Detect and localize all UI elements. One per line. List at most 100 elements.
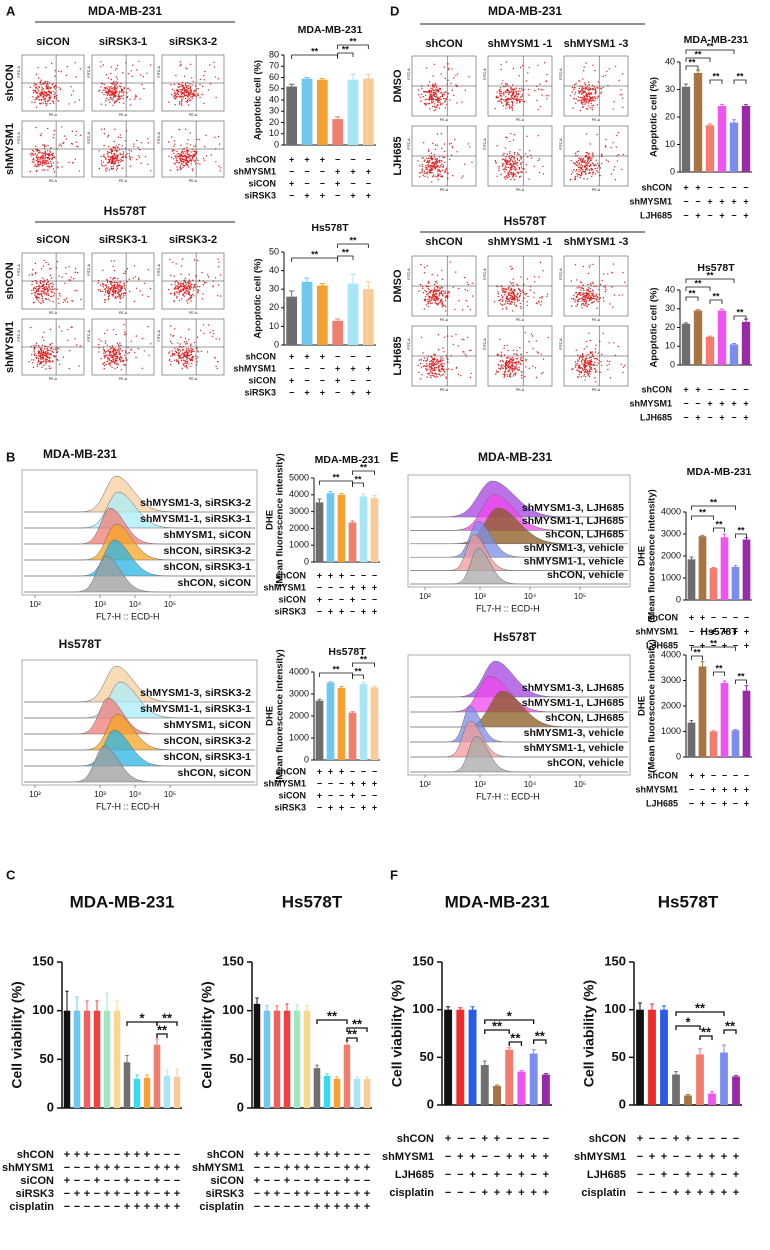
flow-dot [181,354,182,355]
flow-dot [181,94,182,95]
flow-dot [521,157,522,158]
flow-dot [585,299,586,300]
flow-dot [508,367,509,368]
flow-dot [433,369,434,370]
flow-dot [513,368,514,369]
flow-dot [511,96,512,97]
flow-dot [119,92,120,93]
flow-dot [438,362,439,363]
flow-dot [220,274,221,275]
flow-dot [114,277,115,278]
flow-dot [76,146,77,147]
flow-dot [38,288,39,289]
flow-dot [590,288,591,289]
flow-dot [184,76,185,77]
flow-dot [435,99,436,100]
flow-dot [188,350,189,351]
x-axis-label: FL7-H :: ECD-H [476,603,540,613]
flow-dot [432,75,433,76]
flow-dot [573,298,574,299]
error-bar [366,282,371,289]
flow-dot [119,302,120,303]
flow-dot [118,144,119,145]
flow-dot [200,79,201,80]
bar [332,321,343,345]
flow-dot [424,300,425,301]
flow-dot [519,91,520,92]
flow-dot [501,91,502,92]
flow-dot [467,282,468,283]
flow-dot [582,99,583,100]
flow-dot [142,368,143,369]
histogram-label: shMYSM1, siCON [163,719,251,731]
flow-dot [180,64,181,65]
flow-dot [514,304,515,305]
flow-dot [43,98,44,99]
flow-dot [508,364,509,365]
flow-dot [573,162,574,163]
flow-dot [108,152,109,153]
flow-dot [171,343,172,344]
flow-dot [515,167,516,168]
flow-dot [496,145,497,146]
flow-dot [116,352,117,353]
flow-dot [605,75,606,76]
flow-dot [181,161,182,162]
flow-dot [64,283,65,284]
flow-dot [509,92,510,93]
flow-dot [507,90,508,91]
flow-dot [439,160,440,161]
flow-dot [111,168,112,169]
flow-dot [33,161,34,162]
flow-dot [104,89,105,90]
flow-dot [48,264,49,265]
flow-dot [50,275,51,276]
flow-dot [103,162,104,163]
flow-dot [514,366,515,367]
flow-dot [578,167,579,168]
flow-dot [107,290,108,291]
condition-sign: + [289,178,294,188]
flow-dot [37,159,38,160]
flow-dot [444,94,445,95]
flow-dot [47,295,48,296]
flow-dot [194,342,195,343]
flow-dot [174,84,175,85]
flow-dot [442,279,443,280]
flow-dot [112,359,113,360]
flow-dot [588,84,589,85]
flow-dot [61,145,62,146]
flow-dot [432,84,433,85]
flow-dot [59,364,60,365]
x-tick-label: 10² [29,790,41,799]
flow-dot [612,307,613,308]
flow-dot [135,357,136,358]
flow-dot [117,356,118,357]
flow-dot [529,368,530,369]
flow-dot [441,299,442,300]
flow-dot [107,151,108,152]
flow-dot [199,84,200,85]
significance-label: ** [712,71,720,81]
flow-dot [516,358,517,359]
flow-dot [592,351,593,352]
condition-sign: + [289,154,294,164]
chart-title: MDA-MB-231 [298,24,363,36]
flow-dot [518,167,519,168]
condition-sign: − [335,154,340,164]
flow-dot [508,94,509,95]
flow-y-label: FITC-A [559,338,563,350]
flow-dot [119,153,120,154]
flow-dot [40,358,41,359]
flow-dot [123,94,124,95]
flow-dot [511,157,512,158]
flow-dot [431,302,432,303]
flow-dot [109,161,110,162]
flow-dot [622,294,623,295]
flow-dot [46,356,47,357]
histogram-label: shCON, siRSK3-2 [163,735,251,747]
flow-x-label: PE-A [119,377,128,381]
flow-dot [31,354,32,355]
flow-dot [168,352,169,353]
flow-dot [178,363,179,364]
